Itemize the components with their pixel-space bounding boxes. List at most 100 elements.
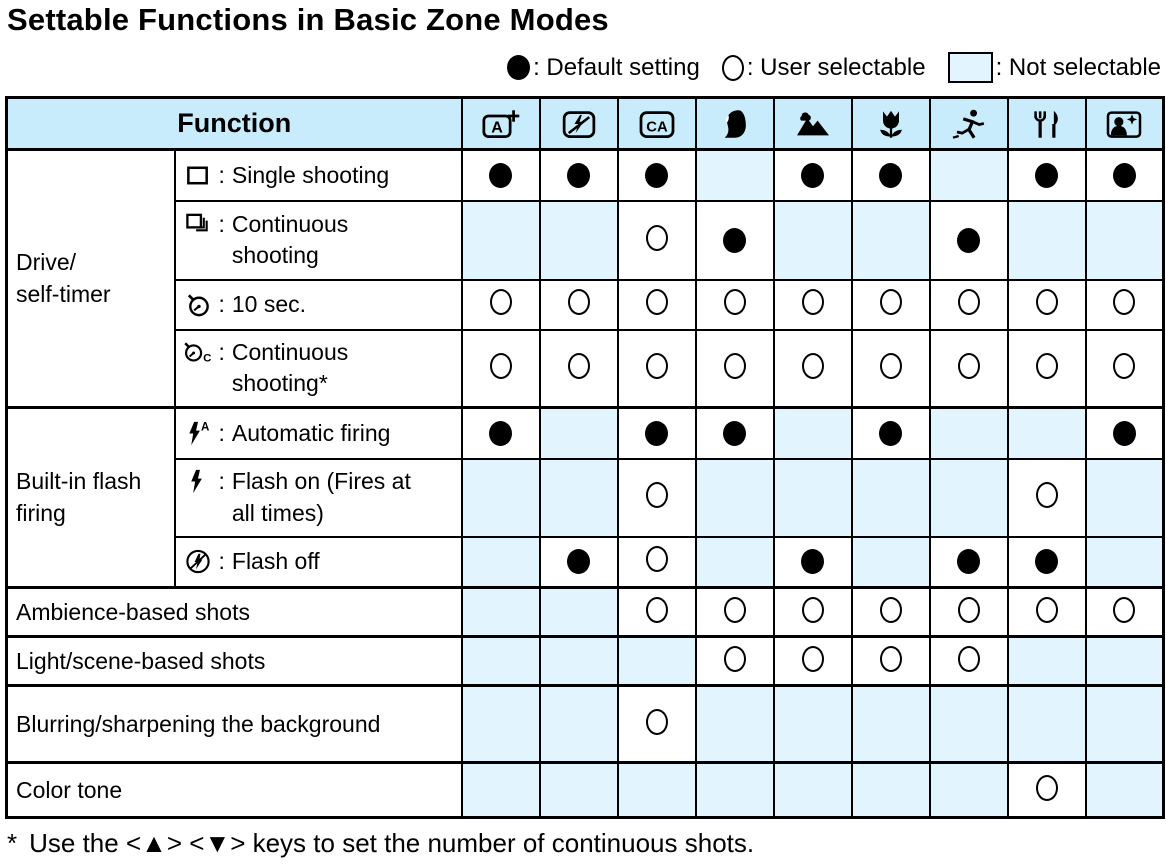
cell-not-selectable [928, 406, 1009, 460]
cell-user-selectable [694, 586, 775, 638]
row-label: Blurring/sharpening the background [5, 684, 463, 764]
table-row: Ambience-based shots [5, 586, 1165, 638]
cell-not-selectable [694, 684, 775, 764]
cell-user-selectable [694, 278, 775, 331]
page-title: Settable Functions in Basic Zone Modes [7, 2, 609, 37]
default-setting-dot-icon [801, 162, 825, 188]
cell-default-setting [850, 148, 931, 202]
cell-user-selectable [694, 328, 775, 409]
flash-off-icon [558, 108, 600, 140]
row-group-label: Built-in flash firing [5, 406, 176, 589]
cell-user-selectable [850, 278, 931, 331]
cell-not-selectable [772, 406, 853, 460]
cell-not-selectable [616, 761, 697, 819]
scene-intelligent-auto-icon [480, 108, 522, 140]
row-label: Ambience-based shots [5, 586, 463, 638]
row-sublabel: : Automatic firing [173, 406, 463, 460]
cell-default-setting [850, 406, 931, 460]
row-sublabel: : Flash off [173, 535, 463, 589]
night-portrait-icon [1103, 108, 1145, 140]
user-selectable-circle-icon [489, 289, 512, 315]
cell-not-selectable [1006, 199, 1087, 281]
cell-not-selectable [928, 457, 1009, 538]
close-up-icon [870, 108, 912, 140]
cell-default-setting [538, 535, 619, 589]
row-sublabel: :10 sec. [173, 278, 463, 331]
legend-user-selectable-label: : User selectable [746, 53, 926, 81]
cell-not-selectable [928, 148, 1009, 202]
table-row: :10 sec. [7, 278, 1165, 331]
user-selectable-circle-icon [721, 54, 744, 81]
cell-not-selectable [694, 457, 775, 538]
cell-user-selectable [850, 328, 931, 409]
user-selectable-circle-icon [723, 596, 746, 623]
row-sublabel: : Continuous shooting* [173, 328, 463, 409]
table-row: Light/scene-based shots [5, 635, 1165, 687]
self-timer-c-icon [183, 337, 219, 366]
cell-not-selectable [460, 199, 541, 281]
cell-not-selectable [1084, 684, 1165, 764]
cell-not-selectable [538, 406, 619, 460]
cell-user-selectable [1006, 586, 1087, 638]
user-selectable-circle-icon [1113, 596, 1136, 623]
user-selectable-circle-icon [801, 289, 824, 315]
default-setting-dot-icon [507, 55, 531, 80]
table-row: : Flash on (Fires at all times) [7, 457, 1165, 538]
self-timer-icon [183, 289, 219, 318]
row-sublabel: : Single shooting [173, 148, 463, 202]
cell-not-selectable [538, 199, 619, 281]
user-selectable-circle-icon [957, 289, 980, 315]
cell-default-setting [538, 148, 619, 202]
flash-off-circle-icon [183, 546, 219, 575]
cell-default-setting [460, 148, 541, 202]
cell-not-selectable [694, 148, 775, 202]
cell-default-setting [1006, 535, 1087, 589]
row-sublabel-text: Flash off [231, 548, 320, 575]
row-sublabel-text: Continuous shooting* [231, 339, 349, 397]
default-setting-dot-icon [801, 549, 825, 575]
cell-user-selectable [850, 635, 931, 687]
user-selectable-circle-icon [645, 224, 668, 251]
cell-default-setting [1006, 148, 1087, 202]
user-selectable-circle-icon [645, 482, 668, 508]
row-sublabel-text: Single shooting [231, 161, 390, 188]
cell-default-setting [616, 406, 697, 460]
mode-header-row: Function [5, 96, 1165, 151]
user-selectable-circle-icon [1035, 774, 1058, 801]
cell-user-selectable [460, 328, 541, 409]
cell-user-selectable [772, 586, 853, 638]
default-setting-dot-icon [723, 227, 747, 253]
cell-user-selectable [694, 635, 775, 687]
mode-column-landscape [772, 96, 853, 151]
user-selectable-circle-icon [723, 352, 746, 379]
mode-column-food [1006, 96, 1087, 151]
user-selectable-circle-icon [645, 546, 668, 573]
single-frame-icon [183, 160, 219, 189]
mode-column-sports [928, 96, 1009, 151]
mode-column-creative-auto [616, 96, 697, 151]
user-selectable-circle-icon [489, 352, 512, 379]
row-sublabel-text: 10 sec. [231, 290, 307, 317]
cell-user-selectable [460, 278, 541, 331]
default-setting-dot-icon [879, 420, 903, 446]
table-row: : Flash off [7, 535, 1165, 589]
user-selectable-circle-icon [1113, 289, 1136, 315]
landscape-icon [792, 108, 834, 140]
row-sublabel: : Continuous shooting [173, 199, 463, 281]
cell-not-selectable [460, 457, 541, 538]
table-row: Built-in flash firing: Automatic firing [5, 406, 1165, 589]
cell-default-setting [1084, 406, 1165, 460]
default-setting-dot-icon [723, 420, 747, 446]
cell-user-selectable [772, 328, 853, 409]
cell-default-setting [694, 406, 775, 460]
row-sublabel-text: Continuous shooting [231, 210, 349, 268]
user-selectable-circle-icon [567, 289, 590, 315]
cell-not-selectable [1084, 457, 1165, 538]
cell-not-selectable [460, 586, 541, 638]
food-icon [1026, 108, 1068, 140]
cell-user-selectable [538, 328, 619, 409]
user-selectable-circle-icon [723, 289, 746, 315]
cell-default-setting [1084, 148, 1165, 202]
user-selectable-circle-icon [801, 596, 824, 623]
